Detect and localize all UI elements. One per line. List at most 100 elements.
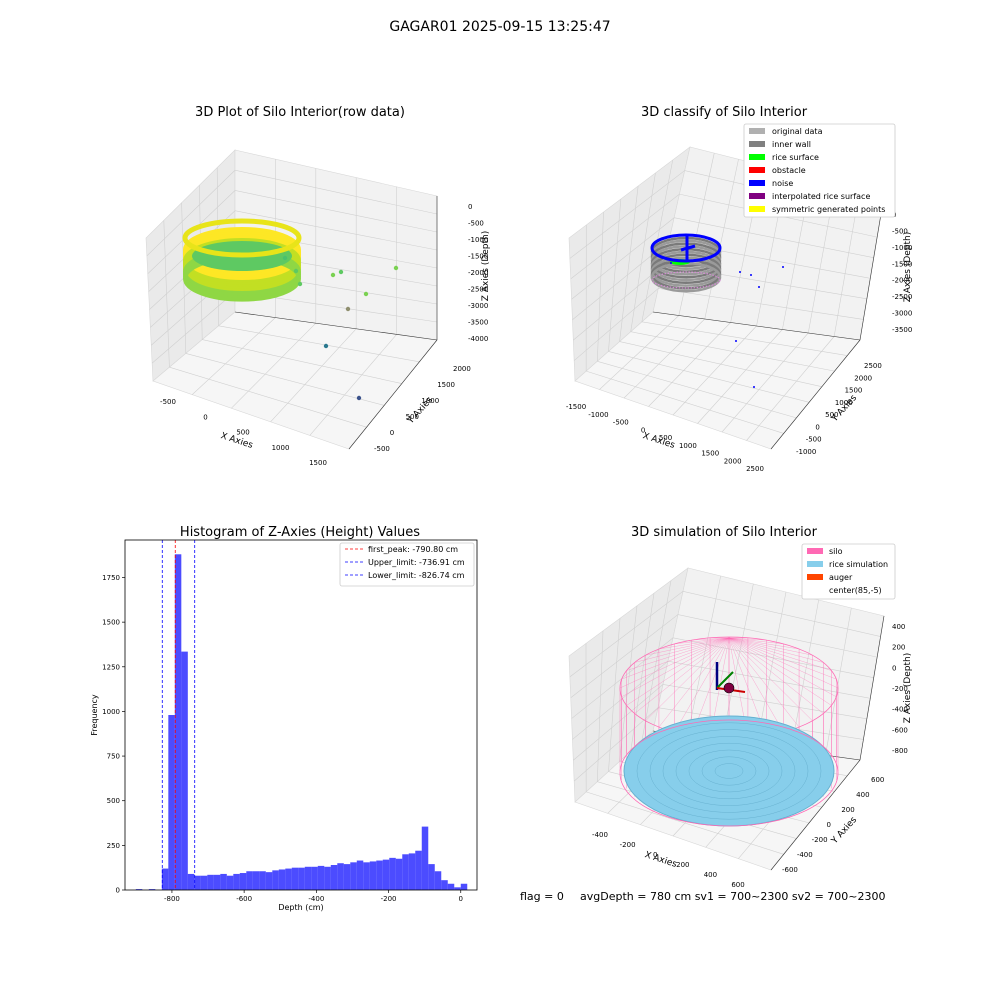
histogram-bar [382,859,390,890]
histogram-bar [441,880,448,890]
histogram-bar [148,889,156,890]
noise-point [750,274,752,276]
y-tick-label: 0 [815,423,819,431]
grid-line [630,331,835,372]
silo-bottom-ring [619,719,839,827]
silo-roof-line [621,637,730,698]
histogram-bar [239,873,247,890]
y-tick-label: 500 [406,413,419,421]
panel2-title: 3D classify of Silo Interior [641,105,808,120]
z-tick-label: -500 [892,227,908,235]
symmetric-points [651,271,721,289]
z-tick-label: -500 [468,220,484,228]
histogram-bar [454,887,461,890]
grid-line [619,605,638,762]
z-tick-label: 0 [468,203,472,211]
histogram-bar [200,875,208,890]
legend-label: auger [829,573,853,582]
x-tick-label: -600 [236,895,252,903]
silo-roof-line [626,637,730,706]
x-tick-label: 1000 [679,442,697,450]
z-axis-line [859,195,885,341]
z-tick-label: -3000 [468,302,488,310]
y-tick-label: 1500 [102,619,120,627]
y-tick-label: 1000 [421,397,439,405]
histogram-bar [376,860,383,890]
grid-line [704,159,739,320]
histogram-title: Histogram of Z-Axies (Height) Values [180,525,420,540]
histogram-bar [337,863,344,890]
z-tick-label: 0 [892,664,896,672]
z-tick-label: -600 [892,726,908,734]
z-axis-label: Z Axies (Depth) [903,653,913,724]
histogram-bar [428,864,435,890]
silo-roof-line [728,637,837,680]
grid-line [697,329,783,424]
rice-simulation-surface [623,715,835,827]
x-tick-label: -1500 [566,403,586,411]
grid-line [572,240,871,320]
z-tick-label: -3500 [468,319,488,327]
grid-line [573,288,864,361]
grid-line [586,370,784,434]
grid-line [608,198,622,352]
histogram-bar [285,868,292,890]
z-tick-label: 400 [892,623,905,631]
y-tick-label: 2500 [864,362,882,370]
histogram-bar [207,874,214,890]
histogram-bar [265,872,273,890]
histogram-bar [356,860,364,890]
grid-line [569,590,881,678]
x-tick-label: 0 [641,426,645,434]
z-tick-label: 200 [892,644,905,652]
legend-frame [339,542,475,587]
grid-line [148,210,438,292]
x-axis-line [348,339,438,450]
z-axis-line [859,615,885,761]
grid-line [596,630,604,782]
legend-swatch [749,141,765,147]
y-axis-label: Frequency [90,694,99,736]
grid-line [672,325,757,416]
histogram-bar [278,869,286,890]
legend-label: original data [772,127,823,136]
panel-histogram: Histogram of Z-Axies (Height) Values -80… [90,525,478,912]
y-tick-label: 600 [871,776,884,784]
grid-line [270,328,357,423]
histogram-bar [233,873,240,890]
grid-line [185,353,385,406]
grid-line [648,322,731,407]
silo-roof-line [728,637,784,645]
x-axis-line [770,339,861,450]
histogram-bar [324,866,331,890]
histogram-bar [226,875,234,890]
histogram-bar [350,862,357,890]
histogram-bar [415,850,422,890]
footer-flag: flag = 0 [520,890,564,903]
legend-frame [801,543,896,600]
silo-roof-line [674,637,730,733]
x-tick-label: -500 [160,398,176,406]
legend-label: inner wall [772,140,811,149]
noise-point [670,262,672,264]
silo-roof-line [728,637,837,698]
x-axis-line [770,759,861,871]
x-tick-label: 0 [459,895,463,903]
y-tick-label: -1000 [796,448,816,456]
legend-label: Lower_limit: -826.74 cm [368,571,465,580]
grid-line [571,217,874,300]
y-tick-label: 1000 [102,708,120,716]
legend-swatch [807,574,823,580]
panel-raw-3d: 3D Plot of Silo Interior(row data) -5000… [145,105,491,467]
panel3-title: 3D simulation of Silo Interior [631,525,818,540]
outlier-point [393,265,399,271]
x-tick-label: -200 [620,841,636,849]
z-tick-label: -1000 [892,244,912,252]
histogram-bar [330,865,338,890]
silo-roof-line [674,637,730,645]
outlier-point [323,343,329,349]
silo-roof-line [728,637,813,656]
x-tick-label: 0 [653,851,657,859]
histogram-bar [298,867,305,890]
